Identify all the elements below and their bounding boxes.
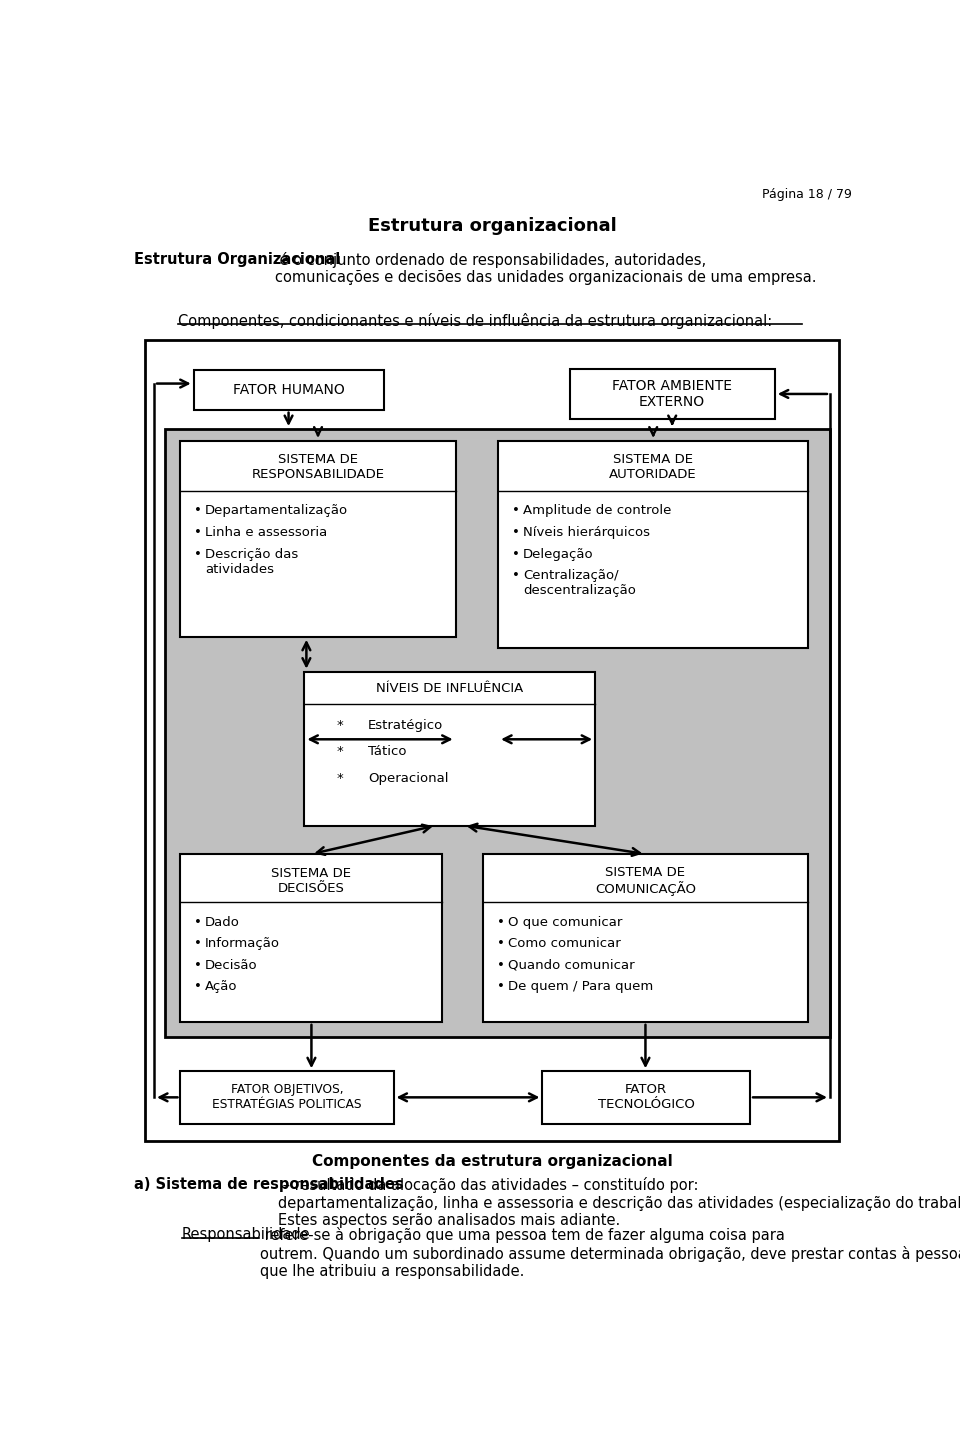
Bar <box>180 441 456 637</box>
Bar <box>498 441 808 649</box>
Text: Componentes, condicionantes e níveis de influência da estrutura organizacional:: Componentes, condicionantes e níveis de … <box>179 313 773 329</box>
Text: Estratégico: Estratégico <box>368 720 444 733</box>
Text: Quando comunicar: Quando comunicar <box>508 959 635 972</box>
Text: Componentes da estrutura organizacional: Componentes da estrutura organizacional <box>312 1155 672 1170</box>
Text: Linha e assessoria: Linha e assessoria <box>205 527 327 538</box>
Text: Ação: Ação <box>205 981 238 994</box>
Text: SISTEMA DE
RESPONSABILIDADE: SISTEMA DE RESPONSABILIDADE <box>252 454 385 482</box>
Bar <box>194 370 383 409</box>
Text: De quem / Para quem: De quem / Para quem <box>508 981 653 994</box>
Text: FATOR HUMANO: FATOR HUMANO <box>232 383 345 396</box>
Text: Página 18 / 79: Página 18 / 79 <box>762 189 852 202</box>
Text: Departamentalização: Departamentalização <box>205 505 348 518</box>
Text: •: • <box>194 527 203 538</box>
Text: Informação: Informação <box>205 937 280 950</box>
Text: •: • <box>194 916 203 929</box>
Text: •: • <box>194 937 203 950</box>
Bar <box>180 855 443 1022</box>
Bar <box>304 672 595 826</box>
Text: •: • <box>194 959 203 972</box>
Text: é o conjunto ordenado de responsabilidades, autoridades,
comunicações e decisões: é o conjunto ordenado de responsabilidad… <box>275 252 817 286</box>
Bar <box>483 855 808 1022</box>
Text: a) Sistema de responsabilidades: a) Sistema de responsabilidades <box>134 1177 403 1193</box>
Text: *: * <box>337 772 344 785</box>
Text: FATOR
TECNOLÓGICO: FATOR TECNOLÓGICO <box>598 1084 695 1111</box>
Text: refere-se à obrigação que uma pessoa tem de fazer alguma coisa para
outrem. Quan: refere-se à obrigação que uma pessoa tem… <box>260 1228 960 1280</box>
Bar <box>542 1071 750 1123</box>
Bar <box>569 369 775 419</box>
Text: •: • <box>512 547 520 560</box>
Text: Amplitude de controle: Amplitude de controle <box>523 505 671 518</box>
Text: •: • <box>194 981 203 994</box>
Text: NÍVEIS DE INFLUÊNCIA: NÍVEIS DE INFLUÊNCIA <box>376 682 523 695</box>
Text: Tático: Tático <box>368 746 406 759</box>
Text: Dado: Dado <box>205 916 240 929</box>
Text: Descrição das
atividades: Descrição das atividades <box>205 547 299 576</box>
Text: Estrutura Organizacional: Estrutura Organizacional <box>134 252 340 267</box>
Text: •: • <box>496 981 505 994</box>
Text: SISTEMA DE
AUTORIDADE: SISTEMA DE AUTORIDADE <box>610 454 697 482</box>
Text: Responsabilidade: Responsabilidade <box>182 1228 311 1242</box>
Text: •: • <box>194 505 203 518</box>
Bar <box>180 1071 394 1123</box>
Text: Operacional: Operacional <box>368 772 448 785</box>
Text: •: • <box>512 505 520 518</box>
Bar <box>145 341 839 1142</box>
Text: Decisão: Decisão <box>205 959 258 972</box>
Text: Como comunicar: Como comunicar <box>508 937 620 950</box>
Text: Níveis hierárquicos: Níveis hierárquicos <box>523 527 650 538</box>
Text: SISTEMA DE
DECISÕES: SISTEMA DE DECISÕES <box>272 868 351 895</box>
Text: O que comunicar: O que comunicar <box>508 916 622 929</box>
Text: •: • <box>512 527 520 538</box>
Text: Delegação: Delegação <box>523 547 593 560</box>
Text: – resultado da alocação das atividades – constituído por:
departamentalização, l: – resultado da alocação das atividades –… <box>278 1177 960 1228</box>
Text: Estrutura organizacional: Estrutura organizacional <box>368 218 616 235</box>
Text: •: • <box>496 959 505 972</box>
Text: FATOR OBJETIVOS,
ESTRATÉGIAS POLITICAS: FATOR OBJETIVOS, ESTRATÉGIAS POLITICAS <box>212 1084 362 1111</box>
Text: *: * <box>337 720 344 733</box>
Text: SISTEMA DE
COMUNICAÇÃO: SISTEMA DE COMUNICAÇÃO <box>595 866 696 897</box>
Text: •: • <box>512 569 520 582</box>
Text: FATOR AMBIENTE
EXTERNO: FATOR AMBIENTE EXTERNO <box>612 379 732 409</box>
Text: Centralização/
descentralização: Centralização/ descentralização <box>523 569 636 598</box>
Text: •: • <box>496 916 505 929</box>
Text: •: • <box>194 547 203 560</box>
Text: *: * <box>337 746 344 759</box>
Bar <box>165 429 829 1037</box>
Text: •: • <box>496 937 505 950</box>
